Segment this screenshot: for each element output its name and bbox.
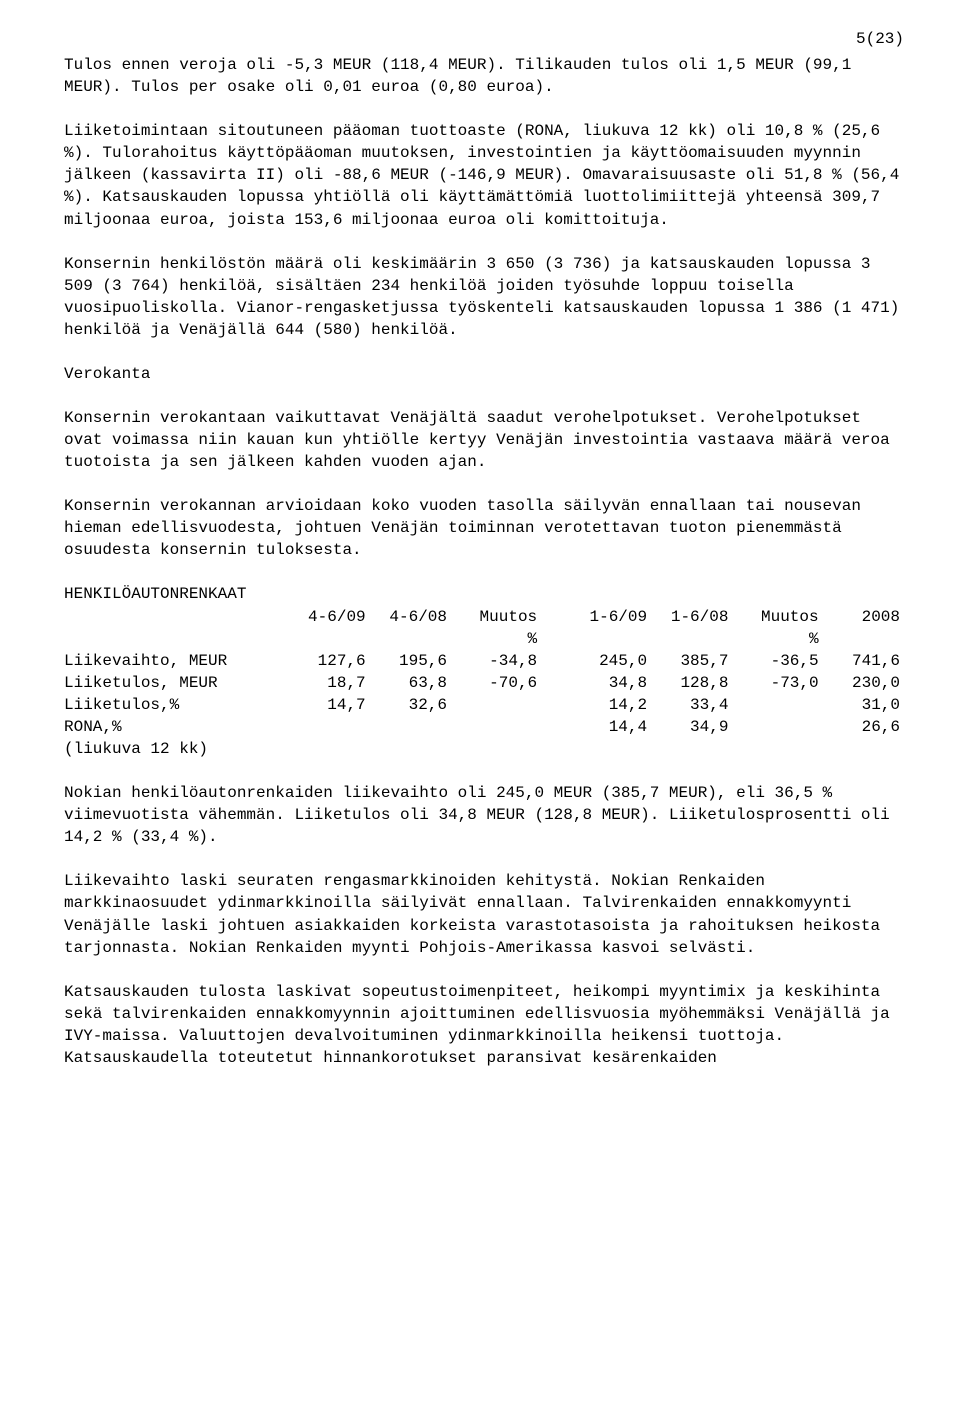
cell: 14,2 <box>570 694 651 716</box>
paragraph-results: Tulos ennen veroja oli -5,3 MEUR (118,4 … <box>64 54 904 98</box>
cell: 127,6 <box>288 650 369 672</box>
paragraph-tax-2: Konsernin verokannan arvioidaan koko vuo… <box>64 495 904 561</box>
table-row: Liiketulos, MEUR 18,7 63,8 -70,6 34,8 12… <box>64 672 904 694</box>
table-footer-row: (liukuva 12 kk) <box>64 738 904 760</box>
th-q2-08: 4-6/08 <box>370 606 451 628</box>
paragraph-result-drivers: Katsauskauden tulosta laskivat sopeutust… <box>64 981 904 1069</box>
cell: 385,7 <box>651 650 732 672</box>
paragraph-market: Liikevaihto laski seuraten rengasmarkkin… <box>64 870 904 958</box>
cell: 26,6 <box>823 716 904 738</box>
cell: 195,6 <box>370 650 451 672</box>
cell: -70,6 <box>451 672 541 694</box>
th-change-h: Muutos <box>732 606 822 628</box>
cell <box>451 694 541 716</box>
cell: -73,0 <box>732 672 822 694</box>
cell: 33,4 <box>651 694 732 716</box>
cell: 14,4 <box>570 716 651 738</box>
passenger-tyres-table: 4-6/09 4-6/08 Muutos 1-6/09 1-6/08 Muuto… <box>64 606 904 761</box>
cell: 741,6 <box>823 650 904 672</box>
cell: 128,8 <box>651 672 732 694</box>
page-number: 5(23) <box>64 28 904 50</box>
cell: 230,0 <box>823 672 904 694</box>
th-2008: 2008 <box>823 606 904 628</box>
cell-label: RONA,% <box>64 716 288 738</box>
cell-label: Liiketulos, MEUR <box>64 672 288 694</box>
cell-label: Liikevaihto, MEUR <box>64 650 288 672</box>
th-h1-08: 1-6/08 <box>651 606 732 628</box>
table-row: RONA,% 14,4 34,9 26,6 <box>64 716 904 738</box>
th-label <box>64 606 288 628</box>
cell: -36,5 <box>732 650 822 672</box>
cell <box>732 716 822 738</box>
heading-passenger-tyres: HENKILÖAUTONRENKAAT <box>64 583 904 605</box>
th-pct-1: % <box>451 628 541 650</box>
table-row: Liikevaihto, MEUR 127,6 195,6 -34,8 245,… <box>64 650 904 672</box>
cell: 34,9 <box>651 716 732 738</box>
table-footer: (liukuva 12 kk) <box>64 738 904 760</box>
th-h1-09: 1-6/09 <box>570 606 651 628</box>
cell: 63,8 <box>370 672 451 694</box>
paragraph-rona: Liiketoimintaan sitoutuneen pääoman tuot… <box>64 120 904 230</box>
cell: 18,7 <box>288 672 369 694</box>
th-q2-09: 4-6/09 <box>288 606 369 628</box>
cell <box>370 716 451 738</box>
th-change-q: Muutos <box>451 606 541 628</box>
heading-verokanta: Verokanta <box>64 363 904 385</box>
cell: -34,8 <box>451 650 541 672</box>
table-header-row-2: % % <box>64 628 904 650</box>
th-pct-2: % <box>732 628 822 650</box>
table-row: Liiketulos,% 14,7 32,6 14,2 33,4 31,0 <box>64 694 904 716</box>
cell: 14,7 <box>288 694 369 716</box>
cell <box>288 716 369 738</box>
paragraph-personnel: Konsernin henkilöstön määrä oli keskimää… <box>64 253 904 341</box>
cell: 31,0 <box>823 694 904 716</box>
cell: 34,8 <box>570 672 651 694</box>
cell-label: Liiketulos,% <box>64 694 288 716</box>
cell: 245,0 <box>570 650 651 672</box>
paragraph-tax-1: Konsernin verokantaan vaikuttavat Venäjä… <box>64 407 904 473</box>
table-header-row: 4-6/09 4-6/08 Muutos 1-6/09 1-6/08 Muuto… <box>64 606 904 628</box>
cell <box>451 716 541 738</box>
paragraph-revenue: Nokian henkilöautonrenkaiden liikevaihto… <box>64 782 904 848</box>
cell: 32,6 <box>370 694 451 716</box>
cell <box>732 694 822 716</box>
